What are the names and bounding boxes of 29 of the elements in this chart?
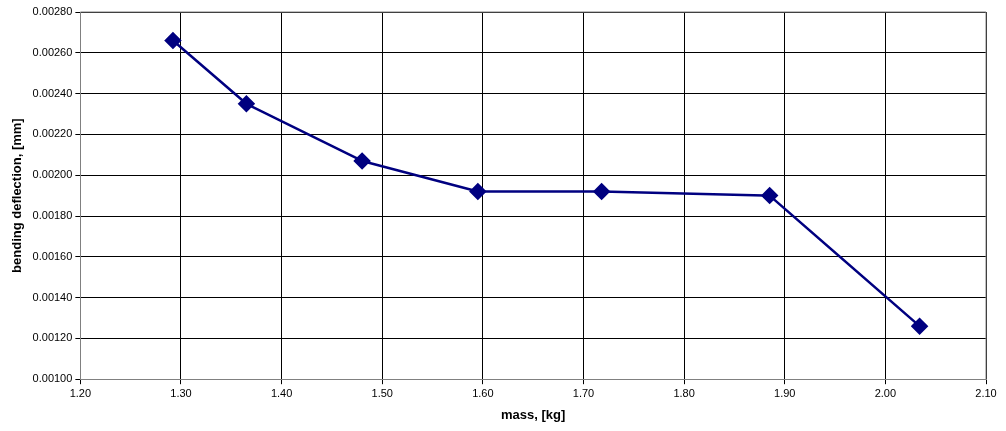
y-tick-label: 0.00260: [32, 45, 73, 58]
y-tick-label: 0.00160: [32, 249, 73, 262]
y-tick-label: 0.00240: [32, 86, 73, 99]
y-tick-label: 0.00220: [32, 127, 73, 140]
x-tick-label: 1.30: [170, 386, 192, 399]
y-tick-label: 0.00100: [32, 372, 73, 385]
x-tick-label: 1.40: [270, 386, 293, 399]
x-tick-label: 1.70: [572, 386, 595, 399]
point: [911, 317, 928, 335]
x-tick-label: 1.60: [472, 386, 494, 399]
y-tick-label: 0.00200: [32, 168, 73, 181]
x-tick-label: 2.10: [975, 386, 997, 399]
y-tick-label: 0.00140: [32, 290, 73, 303]
y-axis-title: bending deflection, [mm]: [9, 118, 25, 273]
x-tick-label: 1.80: [673, 386, 695, 399]
y-tick-label: 0.00180: [32, 209, 73, 222]
point: [469, 183, 487, 200]
x-tick-label: 1.50: [371, 386, 393, 399]
x-axis-title: mass, [kg]: [501, 406, 566, 422]
y-tick-label: 0.00120: [32, 331, 73, 344]
x-tick-label: 1.90: [774, 386, 796, 399]
point: [164, 32, 182, 49]
point: [593, 183, 610, 200]
y-tick-label: 0.00280: [32, 5, 73, 18]
point: [353, 152, 371, 170]
point: [238, 95, 255, 113]
point: [761, 187, 778, 204]
x-tick-label: 1.20: [69, 386, 92, 399]
x-tick-label: 2.00: [874, 386, 897, 399]
